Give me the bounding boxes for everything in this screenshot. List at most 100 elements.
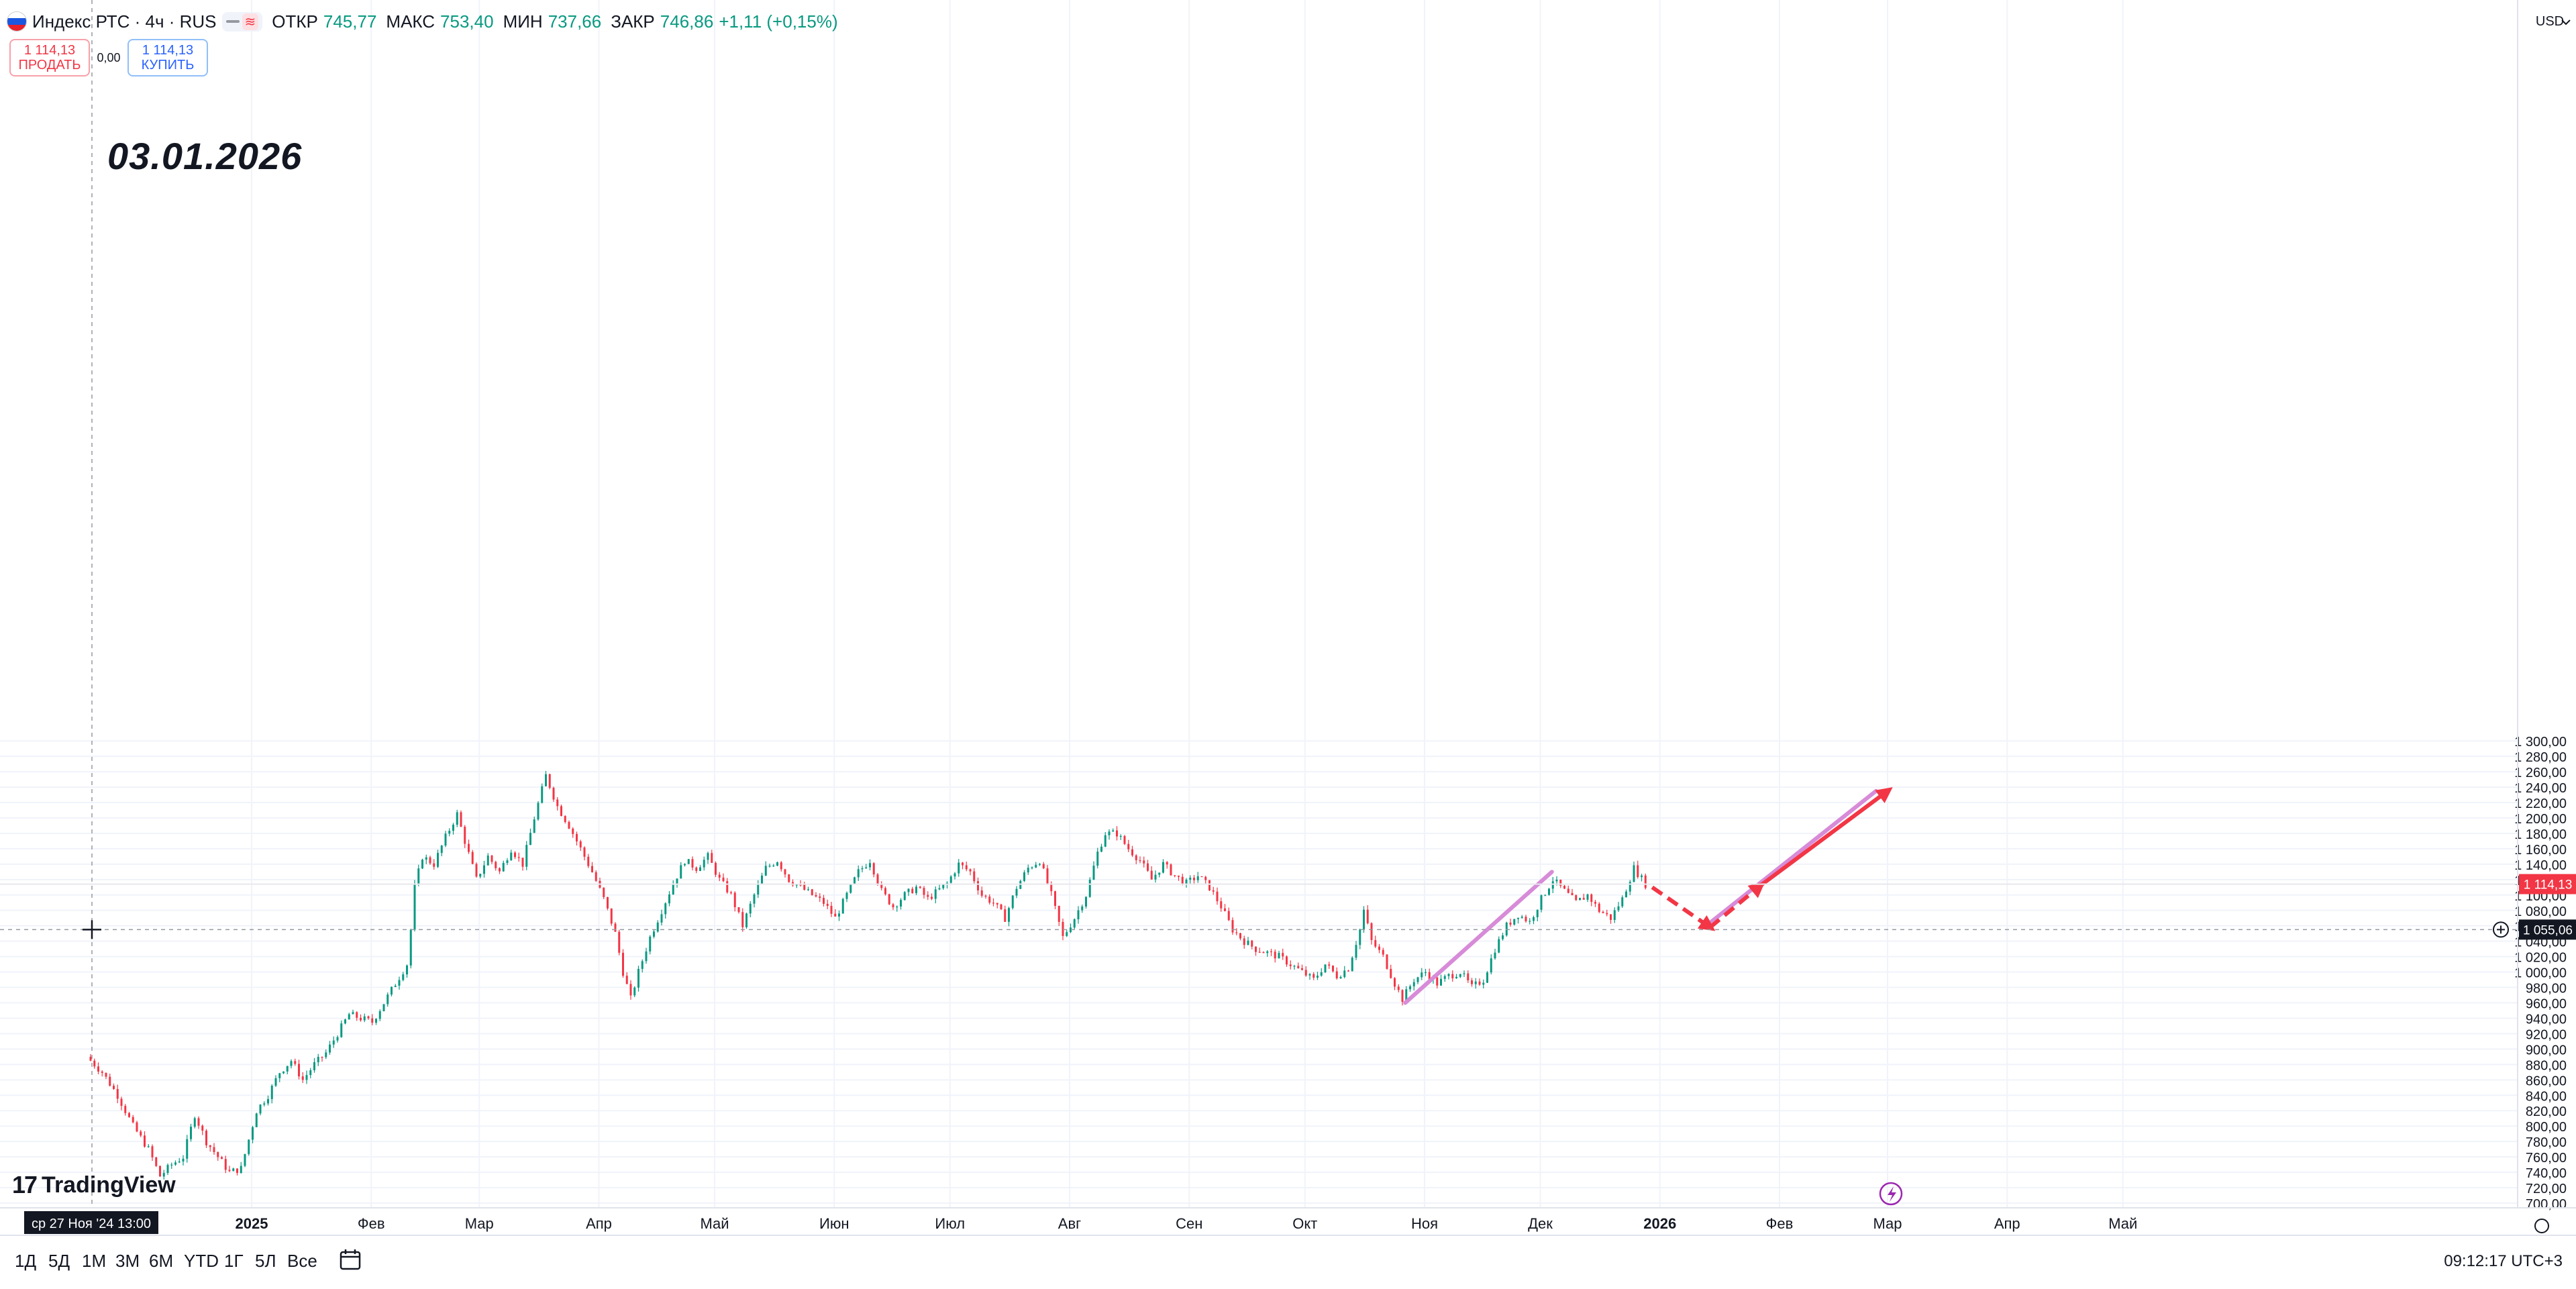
candle-body — [830, 906, 833, 914]
candle-body — [761, 875, 763, 884]
candle-body — [186, 1139, 189, 1159]
candle-body — [132, 1117, 134, 1123]
high-value: 753,40 — [440, 11, 494, 32]
candle-body — [1498, 939, 1500, 953]
candle-body — [1544, 894, 1547, 896]
candle-body — [1421, 972, 1423, 978]
projection-arrow-dashed-down[interactable] — [1651, 885, 1716, 931]
candle-body — [375, 1019, 377, 1023]
lightning-icon[interactable] — [1879, 1182, 1903, 1206]
candle-body — [788, 874, 790, 882]
candle-body — [1255, 946, 1257, 952]
candle-body — [1193, 878, 1195, 880]
candle-body — [1058, 906, 1060, 922]
range-5y[interactable]: 5Л — [255, 1251, 276, 1271]
candle-body — [221, 1157, 223, 1159]
candle-body — [757, 884, 760, 895]
tradingview-logo: 17 TradingView — [12, 1171, 176, 1199]
candle-body — [486, 856, 489, 866]
symbol-title[interactable]: Индекс РТС · 4ч · RUS — [32, 11, 217, 32]
candle-body — [190, 1127, 192, 1139]
candle-body — [1586, 894, 1589, 900]
logo-text: TradingView — [42, 1172, 176, 1198]
price-tick-label: 1 300,00 — [2514, 735, 2567, 750]
candle-body — [1147, 863, 1149, 871]
candle-body — [533, 819, 535, 833]
candle-body — [807, 889, 809, 890]
range-1m[interactable]: 1М — [82, 1251, 107, 1271]
candle-body — [722, 877, 725, 882]
candle-body — [823, 898, 825, 904]
buy-price: 1 114,13 — [142, 43, 194, 58]
candle-body — [1216, 891, 1219, 902]
candle-body — [93, 1060, 96, 1067]
candle-body — [1004, 909, 1007, 922]
candle-body — [931, 896, 933, 899]
crosshair-price-label: 1 055,06 — [2523, 923, 2573, 937]
candle-body — [479, 874, 482, 877]
range-3m[interactable]: 3М — [115, 1251, 140, 1271]
projection-line-pink[interactable] — [1403, 870, 1554, 1005]
currency-label[interactable]: USD — [2536, 14, 2564, 29]
candle-body — [344, 1019, 346, 1024]
price-tick-label: 1 280,00 — [2514, 750, 2567, 765]
candle-body — [1563, 886, 1565, 889]
candle-body — [614, 923, 617, 932]
range-5d[interactable]: 5Д — [48, 1251, 70, 1271]
candles — [89, 770, 1647, 1180]
calendar-icon[interactable] — [339, 1248, 362, 1271]
range-ytd[interactable]: YTD — [184, 1251, 219, 1271]
candle-body — [1166, 862, 1168, 865]
candle-body — [116, 1088, 119, 1099]
time-tick-label: Сен — [1176, 1215, 1202, 1232]
candle-body — [861, 868, 864, 870]
buy-button[interactable]: 1 114,13 КУПИТЬ — [127, 39, 208, 76]
range-6m[interactable]: 6М — [149, 1251, 174, 1271]
buy-label: КУПИТЬ — [141, 58, 195, 72]
candle-body — [1641, 875, 1643, 878]
candle-body — [348, 1014, 350, 1020]
candle-body — [1096, 852, 1099, 866]
time-tick-label: 2025 — [236, 1215, 268, 1232]
price-tick-label: 1 240,00 — [2514, 781, 2567, 796]
candle-body — [656, 922, 659, 932]
price-tick-label: 800,00 — [2526, 1120, 2567, 1135]
projection-arrow-dashed-up[interactable] — [1708, 881, 1765, 929]
candle-body — [568, 822, 570, 829]
range-1y[interactable]: 1Г — [224, 1251, 244, 1271]
indicator-toggle-icon[interactable]: ≋ — [221, 11, 263, 32]
add-alert-plus-icon[interactable] — [2497, 925, 2505, 934]
candle-body — [695, 867, 698, 871]
open-value: 745,77 — [323, 11, 377, 32]
projection-arrow-solid[interactable] — [1759, 787, 1893, 888]
candle-body — [367, 1016, 370, 1019]
candle-body — [776, 862, 778, 866]
candle-body — [391, 986, 393, 995]
candle-body — [764, 866, 767, 876]
range-1d[interactable]: 1Д — [15, 1251, 37, 1271]
range-all[interactable]: Все — [287, 1251, 317, 1271]
candle-body — [1150, 870, 1153, 880]
candle-body — [668, 894, 670, 904]
lightning-bolt-icon[interactable] — [1888, 1186, 1896, 1202]
projection-line-pink[interactable] — [1704, 788, 1878, 928]
currency-chevron-icon[interactable] — [2561, 19, 2571, 25]
open-label: ОТКР — [272, 11, 318, 32]
candle-body — [313, 1062, 315, 1070]
candle-body — [1127, 843, 1130, 849]
candle-body — [980, 890, 983, 896]
candle-body — [1050, 883, 1053, 892]
candle-body — [834, 913, 837, 917]
projection-drawings — [1403, 787, 1893, 1005]
candle-body — [144, 1135, 146, 1147]
candle-body — [1459, 974, 1461, 977]
sell-button[interactable]: 1 114,13 ПРОДАТЬ — [9, 39, 90, 76]
clock[interactable]: 09:12:17 UTC+3 — [2444, 1252, 2563, 1270]
price-tick-label: 900,00 — [2526, 1043, 2567, 1058]
crosshair-time-label: ср 27 Ноя '24 13:00 — [32, 1217, 151, 1231]
gear-icon[interactable] — [2534, 1219, 2549, 1233]
candle-body — [217, 1151, 219, 1157]
candle-body — [803, 884, 806, 890]
candle-body — [1270, 951, 1272, 953]
